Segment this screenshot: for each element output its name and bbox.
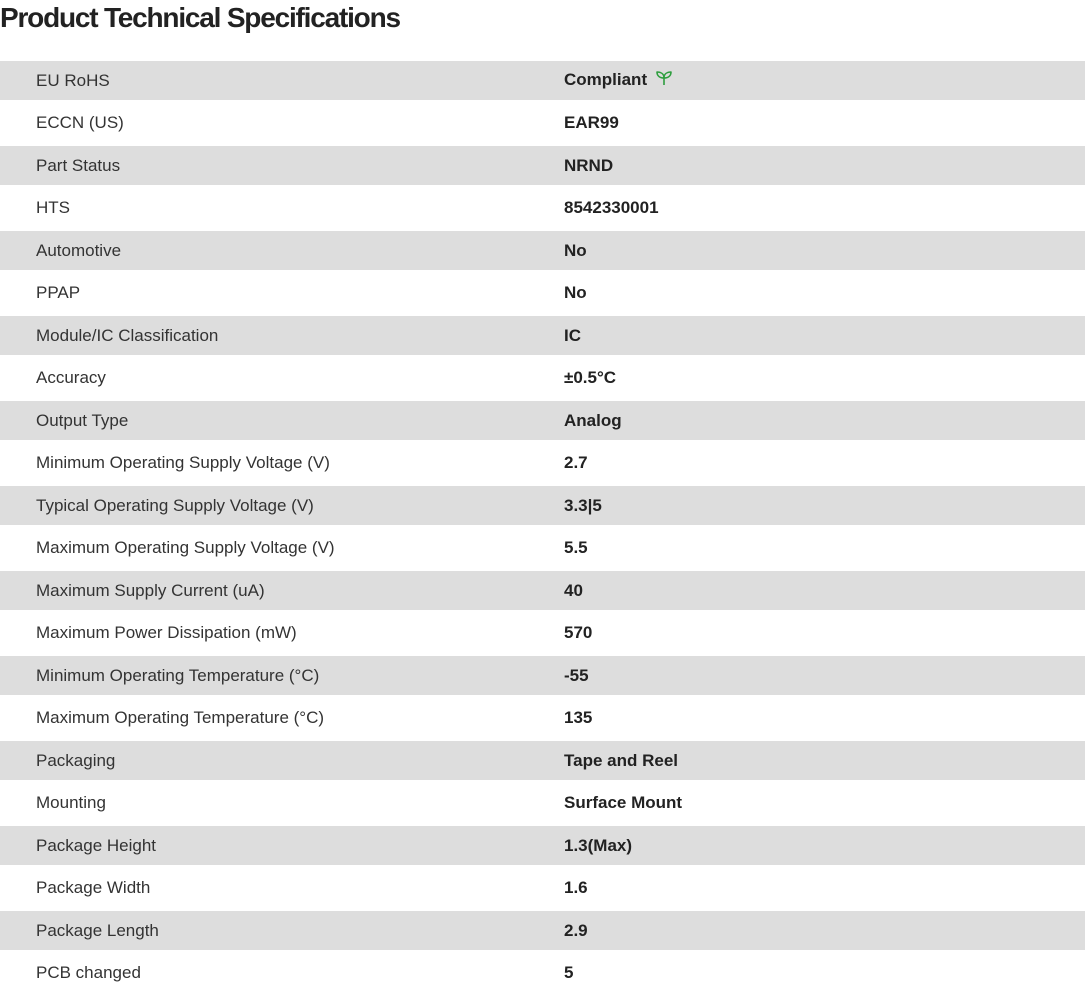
- spec-row: Mounting Surface Mount: [0, 780, 1085, 826]
- spec-label: Maximum Operating Temperature (°C): [36, 708, 325, 727]
- spec-label: Package Width: [36, 878, 151, 897]
- spec-value: 135: [564, 695, 1085, 741]
- spec-value: Surface Mount: [564, 780, 1085, 826]
- spec-table: EU RoHS Compliant ECCN (US) EAR99 Part Statu…: [0, 61, 1085, 996]
- spec-value: 570: [564, 610, 1085, 656]
- spec-value: Compliant: [564, 61, 1085, 100]
- spec-row: EU RoHS Compliant: [0, 61, 1085, 100]
- spec-label: Accuracy: [36, 368, 106, 387]
- spec-label: Packaging: [36, 750, 116, 770]
- spec-value: No: [564, 231, 1085, 270]
- spec-label: Mounting: [36, 793, 106, 812]
- spec-value-text: 1.6: [564, 878, 588, 897]
- spec-value: 3.3|5: [564, 486, 1085, 525]
- spec-value-text: Compliant: [564, 69, 648, 89]
- spec-value-text: Surface Mount: [564, 793, 683, 812]
- spec-row: HTS 8542330001: [0, 185, 1085, 231]
- spec-value-text: ±0.5°C: [564, 368, 617, 387]
- spec-value: 40: [564, 571, 1085, 610]
- spec-label: ECCN (US): [36, 113, 124, 132]
- spec-label: Automotive: [36, 240, 122, 260]
- spec-label: Minimum Operating Supply Voltage (V): [36, 453, 330, 472]
- spec-value: 2.7: [564, 440, 1085, 486]
- spec-row: Part Status NRND: [0, 146, 1085, 185]
- spec-value: EAR99: [564, 100, 1085, 146]
- spec-row: ECCN (US) EAR99: [0, 100, 1085, 146]
- spec-value: 5: [564, 950, 1085, 996]
- spec-value-text: 2.7: [564, 453, 588, 472]
- spec-value-text: 8542330001: [564, 198, 659, 217]
- spec-row: Module/IC Classification IC: [0, 316, 1085, 355]
- spec-row: Package Width 1.6: [0, 865, 1085, 911]
- spec-row: Minimum Operating Temperature (°C) -55: [0, 656, 1085, 695]
- spec-row: Maximum Power Dissipation (mW) 570: [0, 610, 1085, 656]
- spec-value-text: 135: [564, 708, 593, 727]
- spec-value: 5.5: [564, 525, 1085, 571]
- spec-row: Packaging Tape and Reel: [0, 741, 1085, 780]
- spec-label: Maximum Power Dissipation (mW): [36, 623, 297, 642]
- spec-row: Maximum Supply Current (uA) 40: [0, 571, 1085, 610]
- spec-row: Accuracy ±0.5°C: [0, 355, 1085, 401]
- spec-value-text: 2.9: [564, 920, 588, 940]
- page-title: Product Technical Specifications: [0, 2, 401, 33]
- spec-label: EU RoHS: [36, 70, 110, 90]
- spec-value: 2.9: [564, 911, 1085, 950]
- spec-row: Maximum Operating Supply Voltage (V) 5.5: [0, 525, 1085, 571]
- spec-value-text: 570: [564, 623, 593, 642]
- spec-value-text: 3.3|5: [564, 495, 602, 515]
- spec-label: Module/IC Classification: [36, 325, 219, 345]
- spec-value-text: EAR99: [564, 113, 619, 132]
- spec-value: -55: [564, 656, 1085, 695]
- spec-row: Package Length 2.9: [0, 911, 1085, 950]
- spec-row: PPAP No: [0, 270, 1085, 316]
- spec-label: Output Type: [36, 410, 129, 430]
- spec-value-text: 40: [564, 580, 583, 600]
- spec-value-text: IC: [564, 325, 581, 345]
- spec-label: Part Status: [36, 155, 121, 175]
- spec-row: Typical Operating Supply Voltage (V) 3.3|…: [0, 486, 1085, 525]
- spec-value-text: No: [564, 283, 587, 302]
- spec-value: IC: [564, 316, 1085, 355]
- spec-label: HTS: [36, 198, 70, 217]
- spec-value-text: Analog: [564, 410, 622, 430]
- spec-value: Analog: [564, 401, 1085, 440]
- spec-value-text: NRND: [564, 155, 614, 175]
- spec-value-text: -55: [564, 665, 589, 685]
- spec-value-text: No: [564, 240, 587, 260]
- spec-row: Automotive No: [0, 231, 1085, 270]
- spec-label: Minimum Operating Temperature (°C): [36, 665, 320, 685]
- spec-label: Package Length: [36, 920, 159, 940]
- spec-value: 1.6: [564, 865, 1085, 911]
- spec-label: Typical Operating Supply Voltage (V): [36, 495, 314, 515]
- spec-value: 1.3(Max): [564, 826, 1085, 865]
- spec-label: Maximum Supply Current (uA): [36, 580, 265, 600]
- leaf-icon: [655, 70, 673, 91]
- spec-label: Package Height: [36, 835, 157, 855]
- spec-row: Package Height 1.3(Max): [0, 826, 1085, 865]
- spec-row: Maximum Operating Temperature (°C) 135: [0, 695, 1085, 741]
- spec-value-text: 1.3(Max): [564, 835, 633, 855]
- spec-label: PPAP: [36, 283, 81, 302]
- spec-value: NRND: [564, 146, 1085, 185]
- spec-label: Maximum Operating Supply Voltage (V): [36, 538, 335, 557]
- spec-row: PCB changed 5: [0, 950, 1085, 996]
- spec-label: PCB changed: [36, 963, 141, 982]
- spec-value-text: 5.5: [564, 538, 588, 557]
- spec-row: Output Type Analog: [0, 401, 1085, 440]
- spec-value-text: Tape and Reel: [564, 750, 678, 770]
- spec-value: No: [564, 270, 1085, 316]
- spec-value: Tape and Reel: [564, 741, 1085, 780]
- spec-value: ±0.5°C: [564, 355, 1085, 401]
- spec-row: Minimum Operating Supply Voltage (V) 2.7: [0, 440, 1085, 486]
- spec-value-text: 5: [564, 963, 574, 982]
- spec-value: 8542330001: [564, 185, 1085, 231]
